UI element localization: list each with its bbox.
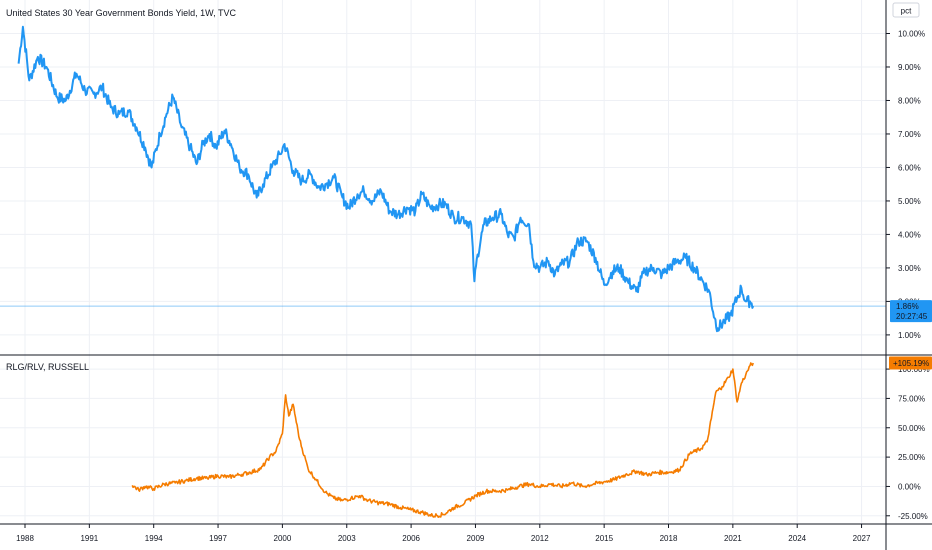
- top-y-tick-label: 4.00%: [898, 230, 921, 239]
- bottom-y-tick-label: 50.00%: [898, 424, 925, 433]
- top-y-tick-label: 3.00%: [898, 264, 921, 273]
- x-tick-label: 1988: [16, 534, 34, 543]
- x-tick-label: 2021: [724, 534, 742, 543]
- top-y-tick-label: 9.00%: [898, 63, 921, 72]
- x-tick-label: 1991: [80, 534, 98, 543]
- x-tick-label: 1997: [209, 534, 227, 543]
- x-tick-label: 2018: [660, 534, 678, 543]
- bottom-y-tick-label: 75.00%: [898, 394, 925, 403]
- x-tick-label: 2006: [402, 534, 420, 543]
- x-tick-label: 2012: [531, 534, 549, 543]
- x-tick-label: 2000: [274, 534, 292, 543]
- top-last-value-badge: 1.86% 20:27:45: [890, 300, 932, 323]
- top-y-axis[interactable]: 1.00%2.00%3.00%4.00%5.00%6.00%7.00%8.00%…: [886, 29, 925, 340]
- x-tick-label: 1994: [145, 534, 163, 543]
- bottom-panel-title: RLG/RLV, RUSSELL: [6, 362, 89, 372]
- top-last-value-label: 1.86%: [896, 302, 919, 311]
- top-y-tick-label: 8.00%: [898, 96, 921, 105]
- x-tick-label: 2015: [595, 534, 613, 543]
- bottom-y-tick-label: 0.00%: [898, 482, 921, 491]
- bottom-y-tick-label: -25.00%: [898, 512, 928, 521]
- bottom-gridlines: [0, 355, 886, 524]
- top-y-tick-label: 7.00%: [898, 130, 921, 139]
- bottom-y-axis[interactable]: -25.00% 0.00% 25.00% 50.00% 75.00% 100.00%: [886, 365, 930, 521]
- top-y-tick-label: 5.00%: [898, 197, 921, 206]
- x-tick-label: 2009: [467, 534, 485, 543]
- x-axis[interactable]: 1988 1991 1994 1997 2000 2003 2006 2009 2012 2015…: [16, 524, 871, 543]
- top-y-tick-label: 6.00%: [898, 163, 921, 172]
- top-panel-title: United States 30 Year Government Bonds Y…: [6, 8, 236, 18]
- bottom-y-tick-label: 100.00%: [898, 365, 930, 374]
- top-y-tick-label: 1.00%: [898, 331, 921, 340]
- bottom-last-value-badge: +105.19%: [889, 356, 932, 370]
- x-tick-label: 2027: [853, 534, 871, 543]
- unit-label-box[interactable]: [892, 2, 920, 18]
- x-tick-label: 2024: [788, 534, 806, 543]
- bond-yield-series-line: [17, 25, 755, 333]
- rlg-rlv-series-line: [131, 362, 754, 518]
- bottom-last-value-label: +105.19%: [893, 359, 929, 368]
- x-tick-label: 2003: [338, 534, 356, 543]
- unit-label: pct: [901, 7, 912, 16]
- top-gridlines: [0, 0, 886, 355]
- countdown-label: 20:27:45: [896, 312, 928, 321]
- top-y-tick-label: 10.00%: [898, 29, 925, 38]
- bottom-y-tick-label: 25.00%: [898, 453, 925, 462]
